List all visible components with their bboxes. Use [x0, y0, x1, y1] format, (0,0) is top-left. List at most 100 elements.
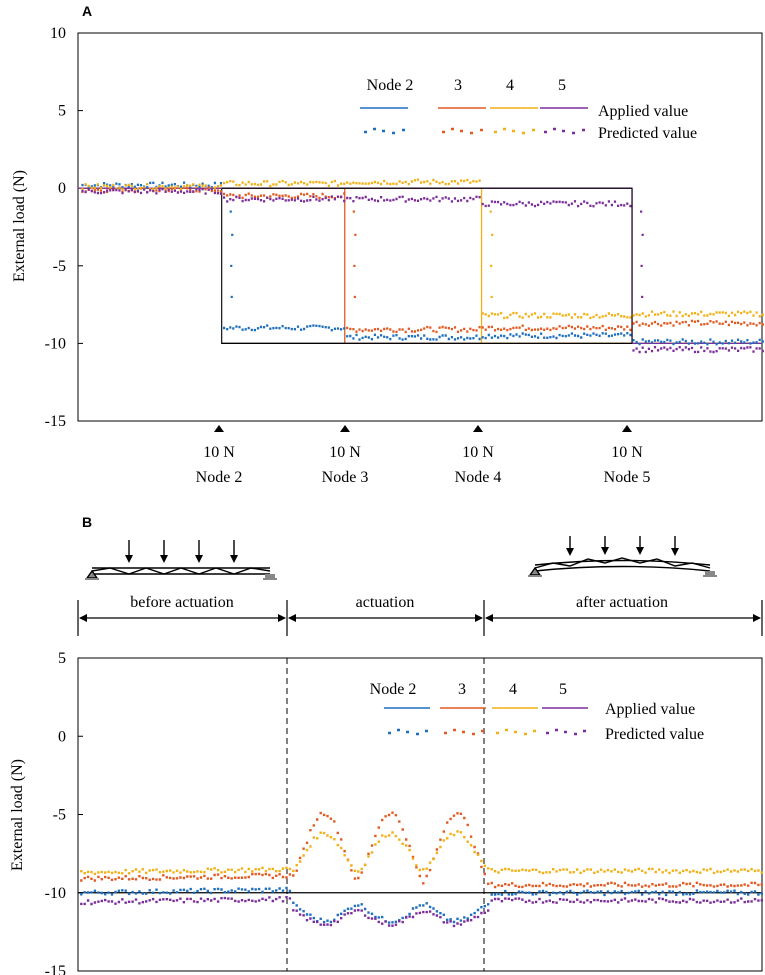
predicted-points-b-node4 — [80, 830, 763, 876]
applied-line-node3 — [78, 187, 762, 345]
transient-point-node5 — [641, 233, 644, 236]
legend-applied-label: Applied value — [598, 103, 688, 120]
y-tick-label-a: -5 — [53, 258, 66, 275]
y-tick-label-b: -5 — [53, 807, 66, 824]
predicted-series-node5 — [81, 187, 764, 354]
phase-label-before: before actuation — [130, 594, 234, 611]
transient-point-node5 — [640, 210, 643, 213]
transient-point-node2 — [229, 210, 232, 213]
truss-load-arrows-before — [125, 540, 238, 563]
legend-predicted-swatch-node5 — [544, 127, 585, 135]
applied-line-node4 — [78, 187, 762, 345]
transient-point-node4 — [489, 210, 492, 213]
marker-triangle-node5 — [622, 425, 632, 432]
transient-point-node4 — [490, 295, 493, 299]
legend-b: Node 2 3 4 5 Applied value Predicted val… — [370, 681, 704, 743]
legend-b-header-node5: 5 — [559, 681, 567, 698]
marker-node-node4: Node 4 — [455, 469, 502, 486]
transient-point-node5 — [641, 295, 644, 299]
load-markers-a: 10 N Node 2 10 N Node 3 10 N Node 4 10 N… — [196, 425, 651, 486]
legend-b-header-node4: 4 — [509, 681, 517, 698]
panel-label-b: B — [82, 514, 92, 530]
panel-b: B — [9, 514, 763, 975]
transient-point-node3 — [353, 295, 356, 299]
phase-label-after: after actuation — [576, 594, 668, 611]
marker-triangle-node2 — [214, 425, 224, 432]
phase-indicators — [77, 600, 763, 636]
marker-load-node2: 10 N — [203, 444, 235, 461]
marker-triangle-node4 — [473, 425, 483, 432]
panel-label-a: A — [82, 3, 92, 19]
applied-line-node5 — [78, 187, 762, 345]
predicted-series-node2 — [81, 181, 764, 346]
predicted-points-node4 — [81, 178, 764, 320]
marker-load-node3: 10 N — [329, 444, 361, 461]
panel-a: A External load (N) 10 5 0 -5 -10 -15 Node 2 … — [11, 3, 764, 486]
y-tick-label-b: 5 — [58, 650, 66, 667]
legend-b-header-node2: Node 2 — [370, 681, 417, 698]
marker-node-node5: Node 5 — [604, 469, 651, 486]
legend-header-node4: 4 — [506, 77, 514, 94]
legend-a: Node 2 3 4 5 Applied value Predicted val… — [360, 77, 697, 142]
plot-frame-a — [77, 32, 763, 422]
applied-lines-a — [78, 187, 762, 345]
y-ticks-b: 5 0 -5 -10 -15 — [45, 650, 83, 975]
y-tick-label-a: -10 — [45, 335, 66, 352]
legend-b-predicted-swatch-node5 — [546, 728, 586, 736]
legend-b-applied-label: Applied value — [605, 701, 695, 718]
truss-diagram-after — [528, 536, 717, 577]
transient-point-node4 — [491, 233, 494, 236]
predicted-points-node5 — [81, 187, 764, 354]
y-tick-label-a: 0 — [58, 180, 66, 197]
predicted-series-b-node2 — [80, 886, 763, 924]
y-axis-label-b: External load (N) — [9, 759, 26, 871]
transient-point-node3 — [354, 233, 357, 236]
applied-line-node2 — [78, 187, 762, 345]
transient-point-node3 — [353, 264, 356, 267]
legend-b-predicted-swatch-node3 — [444, 728, 484, 736]
y-tick-label-b: 0 — [58, 728, 66, 745]
predicted-points-b-node5 — [80, 896, 763, 928]
legend-b-predicted-swatch-node2 — [388, 728, 428, 736]
marker-node-node2: Node 2 — [196, 469, 243, 486]
transient-point-node4 — [490, 264, 493, 267]
legend-predicted-label: Predicted value — [598, 125, 697, 142]
predicted-series-b-node3 — [80, 811, 763, 889]
legend-header-node5: 5 — [558, 77, 566, 94]
y-tick-label-a: -15 — [45, 413, 66, 430]
legend-predicted-swatch-node4 — [494, 127, 535, 135]
y-tick-label-b: -15 — [45, 963, 66, 975]
marker-load-node4: 10 N — [462, 444, 494, 461]
legend-b-predicted-swatch-node4 — [496, 728, 536, 736]
predicted-dots-a — [81, 178, 764, 354]
legend-header-node2: Node 2 — [367, 77, 414, 94]
y-axis-label-a: External load (N) — [11, 170, 28, 282]
predicted-series-node3 — [81, 186, 764, 334]
y-tick-label-a: 10 — [50, 25, 66, 42]
predicted-points-node2 — [81, 181, 764, 346]
predicted-dots-b — [80, 811, 763, 928]
y-tick-label-a: 5 — [58, 103, 66, 120]
legend-b-predicted-label: Predicted value — [605, 726, 704, 743]
legend-predicted-swatch-node3 — [442, 127, 483, 135]
predicted-points-b-node2 — [80, 886, 763, 924]
transient-point-node2 — [230, 264, 233, 267]
marker-triangle-node3 — [340, 425, 350, 432]
transient-point-node3 — [352, 210, 355, 213]
truss-load-arrows-after — [566, 536, 679, 556]
predicted-series-b-node4 — [80, 830, 763, 876]
transient-point-node5 — [640, 264, 643, 267]
legend-header-node3: 3 — [454, 77, 462, 94]
transient-point-node2 — [230, 295, 233, 299]
predicted-points-b-node3 — [80, 811, 763, 889]
predicted-points-node3 — [81, 186, 764, 334]
predicted-series-b-node5 — [80, 896, 763, 928]
marker-load-node5: 10 N — [611, 444, 643, 461]
marker-node-node3: Node 3 — [322, 469, 369, 486]
legend-predicted-swatch-node2 — [364, 127, 405, 135]
y-tick-label-b: -10 — [45, 885, 66, 902]
predicted-series-node4 — [81, 178, 764, 320]
y-ticks-a: 10 5 0 -5 -10 -15 — [45, 25, 83, 430]
phase-label-actuation: actuation — [356, 594, 415, 611]
